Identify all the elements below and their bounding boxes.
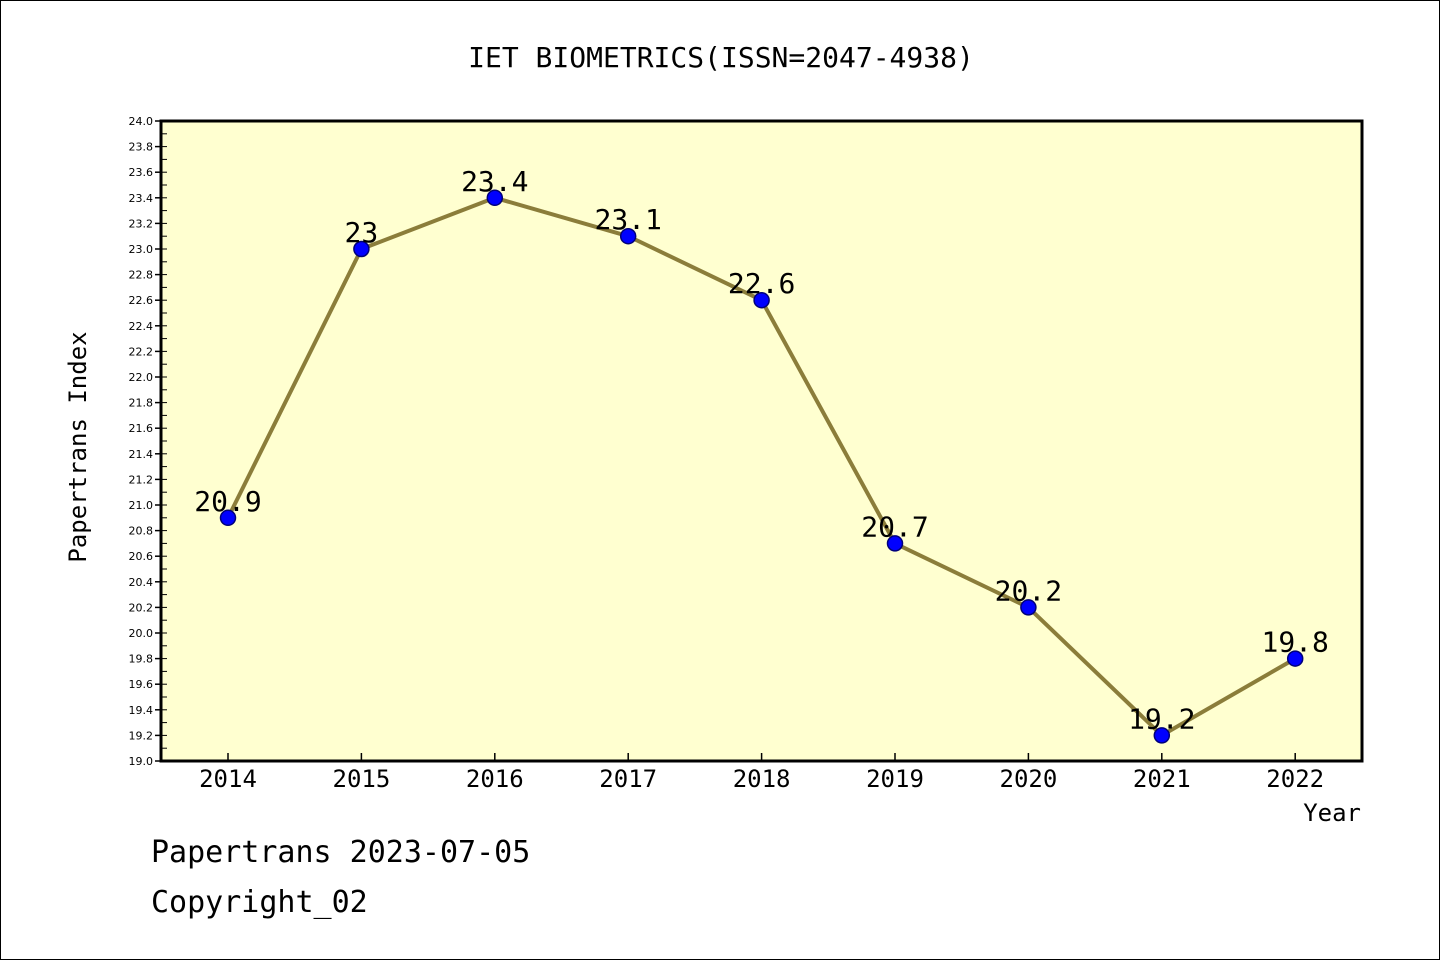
y-tick-label: 22.6 (129, 294, 154, 307)
y-tick-label: 24.0 (129, 115, 154, 128)
y-tick-label: 23.4 (129, 192, 154, 205)
y-tick-label: 19.4 (129, 704, 154, 717)
y-tick-label: 20.4 (129, 576, 154, 589)
y-tick-label: 22.0 (129, 371, 154, 384)
plot-area (159, 119, 1364, 763)
data-label: 20.7 (861, 510, 928, 543)
y-tick-label: 20.2 (129, 601, 154, 614)
x-tick-label: 2022 (1266, 765, 1324, 793)
data-label: 20.9 (194, 485, 261, 518)
y-tick-label: 20.0 (129, 627, 154, 640)
y-axis-label: Papertrans Index (64, 331, 92, 562)
data-point-marker (886, 535, 904, 552)
x-tick-label: 2018 (733, 765, 791, 793)
chart-title: IET BIOMETRICS(ISSN=2047-4938) (468, 41, 974, 74)
data-point-marker (486, 189, 504, 207)
y-tick-label: 21.6 (129, 422, 154, 435)
y-tick-label: 22.2 (129, 345, 154, 358)
y-tick-label: 19.6 (129, 678, 154, 691)
x-tick-label: 2019 (866, 765, 924, 793)
y-tick-label: 23.2 (129, 217, 154, 230)
x-tick-label: 2021 (1133, 765, 1191, 793)
y-tick-label: 21.2 (129, 473, 154, 486)
data-label: 19.8 (1261, 626, 1328, 659)
x-axis-ticks: 2014 2015 2016 2017 2018 2019 2020 2021 2022 (199, 753, 1324, 793)
data-label: 22.6 (728, 267, 795, 300)
x-tick-label: 2017 (599, 765, 657, 793)
y-tick-label: 23.8 (129, 141, 154, 154)
data-label: 20.2 (995, 574, 1062, 607)
x-tick-label: 2016 (466, 765, 524, 793)
y-tick-label: 19.2 (129, 729, 154, 742)
data-series: 20.9 23 23.4 23.1 22.6 20.7 20.2 19.2 19.8 (194, 165, 1329, 744)
y-tick-label: 19.0 (129, 755, 154, 768)
data-point-marker (753, 291, 770, 309)
data-point-marker (1020, 599, 1037, 616)
y-axis-ticks: 19.0 19.2 19.4 19.6 19.8 20.0 20.2 20.4 20.6 20.8… (129, 115, 167, 768)
x-tick-label: 2020 (1000, 765, 1058, 793)
y-tick-label: 20.6 (129, 550, 154, 563)
data-point-marker (219, 509, 237, 527)
y-tick-label: 21.8 (129, 397, 154, 410)
data-point-marker (619, 227, 637, 245)
x-tick-label: 2015 (333, 765, 391, 793)
y-tick-label: 19.8 (129, 653, 154, 666)
footer-copyright-text: Copyright_02 (151, 885, 368, 920)
data-point-marker (1286, 650, 1304, 667)
footer-date-text: Papertrans 2023-07-05 (151, 835, 531, 870)
data-label: 23.1 (594, 203, 661, 236)
data-point-marker (353, 240, 370, 258)
y-tick-label: 21.0 (129, 499, 154, 512)
y-tick-label: 20.8 (129, 525, 154, 538)
y-tick-label: 22.8 (129, 269, 154, 282)
y-tick-label: 22.4 (129, 320, 154, 333)
y-tick-label: 21.4 (129, 448, 154, 461)
y-tick-label: 23.6 (129, 166, 154, 179)
data-point-marker (1153, 727, 1171, 744)
data-label: 23.4 (461, 165, 528, 198)
data-label: 19.2 (1128, 702, 1195, 735)
x-tick-label: 2014 (199, 765, 257, 793)
y-tick-label: 23.0 (129, 243, 154, 256)
data-label: 23 (345, 216, 379, 249)
x-axis-label: Year (1303, 799, 1361, 827)
